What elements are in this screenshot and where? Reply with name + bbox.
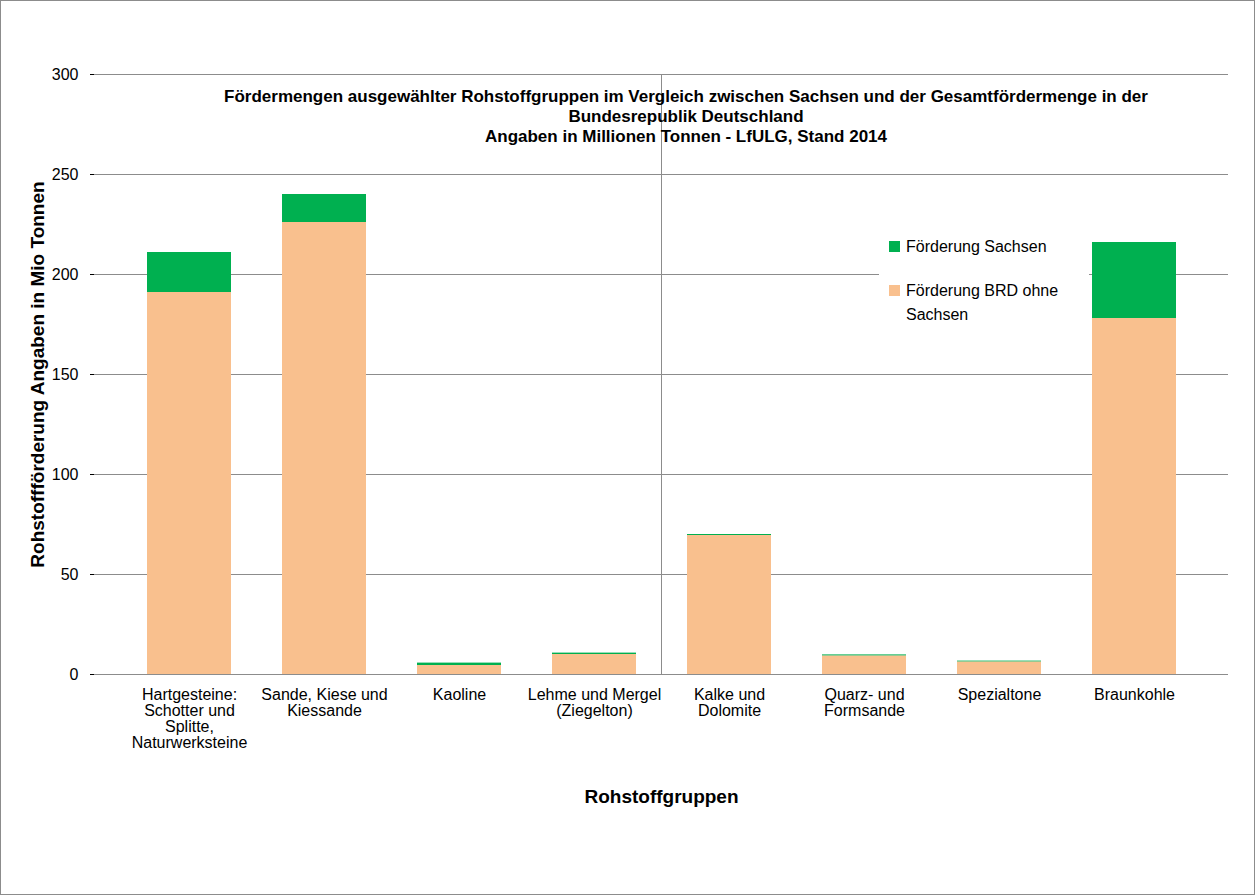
svg-text:Quarz- undFormsande: Quarz- undFormsande <box>824 686 905 719</box>
svg-text:Rohstoffförderung Angaben in M: Rohstoffförderung Angaben in Mio Tonnen <box>27 181 48 567</box>
svg-text:Kaoline: Kaoline <box>433 686 486 703</box>
svg-text:100: 100 <box>52 466 79 483</box>
svg-text:Kalke undDolomite: Kalke undDolomite <box>694 686 765 719</box>
svg-text:0: 0 <box>70 666 79 683</box>
html-text:Fördermengen ausgewählter Rohs: Fördermengen ausgewählter Rohstoffgruppe… <box>224 87 1148 126</box>
html-text:Förderung BRD ohne Sachsen: Förderung BRD ohne Sachsen <box>906 282 1059 323</box>
svg-text:Hartgesteine:Schotter undSplit: Hartgesteine:Schotter undSplitte,Naturwe… <box>132 686 248 751</box>
svg-text:Braunkohle: Braunkohle <box>1094 686 1175 703</box>
html-text:Angaben in Millionen Tonnen -: Angaben in Millionen Tonnen - LfULG, Sta… <box>485 127 887 146</box>
svg-text:50: 50 <box>61 566 79 583</box>
svg-text:200: 200 <box>52 266 79 283</box>
svg-text:Spezialtone: Spezialtone <box>958 686 1042 703</box>
svg-text:Rohstoffgruppen: Rohstoffgruppen <box>584 786 738 807</box>
svg-text:Lehme und Mergel(Ziegelton): Lehme und Mergel(Ziegelton) <box>528 686 661 719</box>
svg-text:300: 300 <box>52 66 79 83</box>
svg-text:250: 250 <box>52 166 79 183</box>
svg-text:Sande, Kiese undKiessande: Sande, Kiese undKiessande <box>261 686 387 719</box>
svg-text:150: 150 <box>52 366 79 383</box>
html-text:Förderung Sachsen: Förderung Sachsen <box>906 238 1047 255</box>
